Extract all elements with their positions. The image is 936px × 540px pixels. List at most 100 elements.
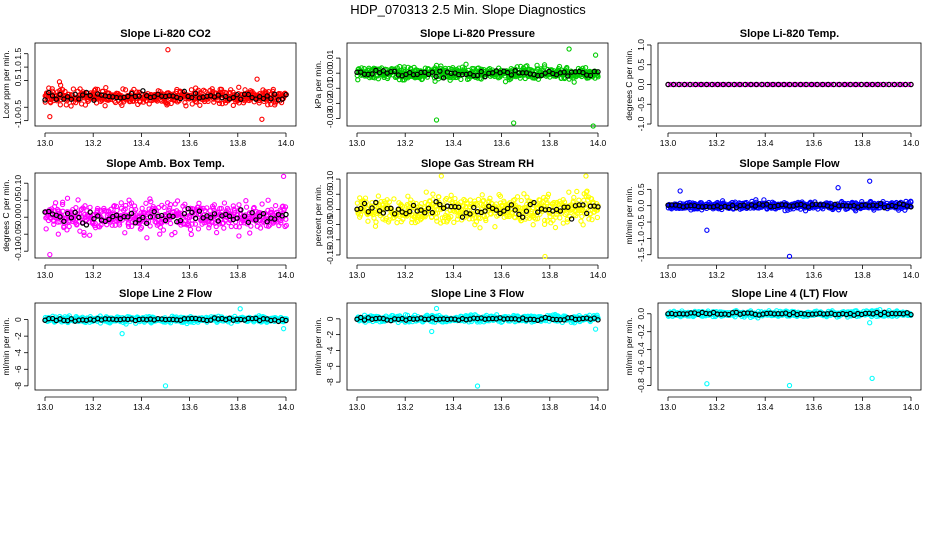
data-point — [216, 100, 223, 106]
y-axis-label: degrees C per min. — [624, 48, 634, 120]
x-tick-label: 13.4 — [445, 270, 462, 280]
reference-point — [433, 199, 439, 205]
data-point — [578, 207, 584, 214]
reference-point — [68, 316, 75, 322]
reference-point — [369, 71, 375, 77]
reference-point — [875, 81, 881, 88]
data-point — [102, 103, 108, 109]
plot-frame — [657, 42, 922, 127]
data-point — [202, 88, 208, 95]
reference-point — [471, 204, 477, 211]
reference-point — [729, 202, 736, 209]
reference-point — [241, 213, 248, 219]
reference-point — [670, 81, 677, 88]
reference-point — [283, 317, 289, 324]
y-tick-label: 0.5 — [636, 59, 646, 71]
y-tick-label: 0.5 — [636, 183, 646, 195]
data-point — [247, 230, 253, 236]
x-tick-label: 13.4 — [133, 270, 150, 280]
panel-title: Slope Li-820 Pressure — [420, 28, 535, 40]
data-point — [417, 217, 424, 223]
reference-point — [143, 220, 150, 227]
data-point — [518, 197, 524, 204]
data-point — [782, 207, 788, 214]
x-tick-label: 13.2 — [85, 270, 102, 280]
data-point — [43, 226, 49, 232]
data-point — [77, 86, 83, 92]
data-point-outlier — [47, 113, 53, 120]
reference-point — [61, 96, 67, 102]
reference-point — [76, 96, 82, 102]
reference-point — [770, 81, 776, 88]
x-tick-label: 14.0 — [278, 402, 295, 412]
data-point — [236, 202, 242, 208]
data-point — [828, 81, 834, 88]
data-point — [711, 81, 718, 88]
series-points — [42, 306, 290, 389]
data-point — [87, 232, 93, 238]
reference-point — [731, 81, 737, 88]
reference-point — [429, 209, 436, 216]
data-point — [133, 206, 139, 213]
x-tick-label: 13.8 — [854, 402, 871, 412]
data-point — [248, 223, 254, 229]
y-axis-label: ml/min per min. — [1, 317, 11, 375]
data-point — [186, 222, 192, 228]
reference-point — [57, 91, 63, 98]
data-point — [209, 86, 215, 92]
data-point — [251, 204, 257, 211]
x-tick-label: 13.2 — [397, 402, 414, 412]
data-point — [148, 199, 154, 205]
reference-point — [95, 213, 101, 219]
y-tick-label: -0.02 — [325, 93, 335, 113]
reference-point — [842, 81, 848, 88]
reference-point — [565, 73, 571, 79]
reference-point — [869, 81, 876, 88]
y-tick-label: -0.10 — [13, 241, 23, 261]
reference-point — [230, 94, 236, 101]
reference-point — [132, 220, 139, 226]
data-point-outlier — [259, 116, 265, 122]
y-tick-label: 0.10 — [13, 175, 23, 192]
data-point — [812, 81, 818, 88]
data-point — [269, 209, 275, 215]
data-point — [514, 194, 521, 200]
reference-point — [512, 207, 518, 213]
reference-point — [561, 69, 567, 75]
x-tick-label: 13.2 — [708, 270, 725, 280]
data-point — [479, 192, 485, 198]
data-point — [221, 200, 228, 206]
x-tick-label: 13.0 — [660, 270, 677, 280]
reference-point — [745, 204, 751, 210]
reference-point — [759, 81, 765, 88]
data-point-outlier — [254, 76, 260, 82]
data-point — [566, 189, 572, 195]
y-tick-label: -8 — [13, 382, 23, 390]
reference-point — [482, 208, 488, 214]
reference-point — [410, 202, 417, 209]
data-point — [467, 197, 473, 203]
reference-point — [565, 204, 571, 210]
x-tick-label: 14.0 — [590, 402, 607, 412]
reference-point — [805, 204, 812, 210]
data-point — [204, 205, 210, 211]
data-point — [236, 233, 242, 239]
y-tick-label: 0.00 — [325, 201, 335, 218]
data-point — [172, 229, 178, 236]
reference-point — [91, 216, 97, 222]
data-point — [530, 202, 537, 208]
reference-point — [125, 93, 131, 100]
reference-point — [781, 81, 787, 88]
reference-point — [196, 208, 203, 214]
data-point — [678, 81, 684, 88]
data-point — [667, 81, 674, 88]
data-point — [188, 231, 194, 238]
data-point — [259, 201, 265, 207]
y-tick-label: -6 — [325, 362, 335, 370]
data-point — [552, 224, 559, 231]
reference-point — [775, 81, 782, 88]
data-point — [530, 222, 536, 228]
reference-point — [733, 205, 740, 211]
reference-point — [361, 200, 368, 207]
